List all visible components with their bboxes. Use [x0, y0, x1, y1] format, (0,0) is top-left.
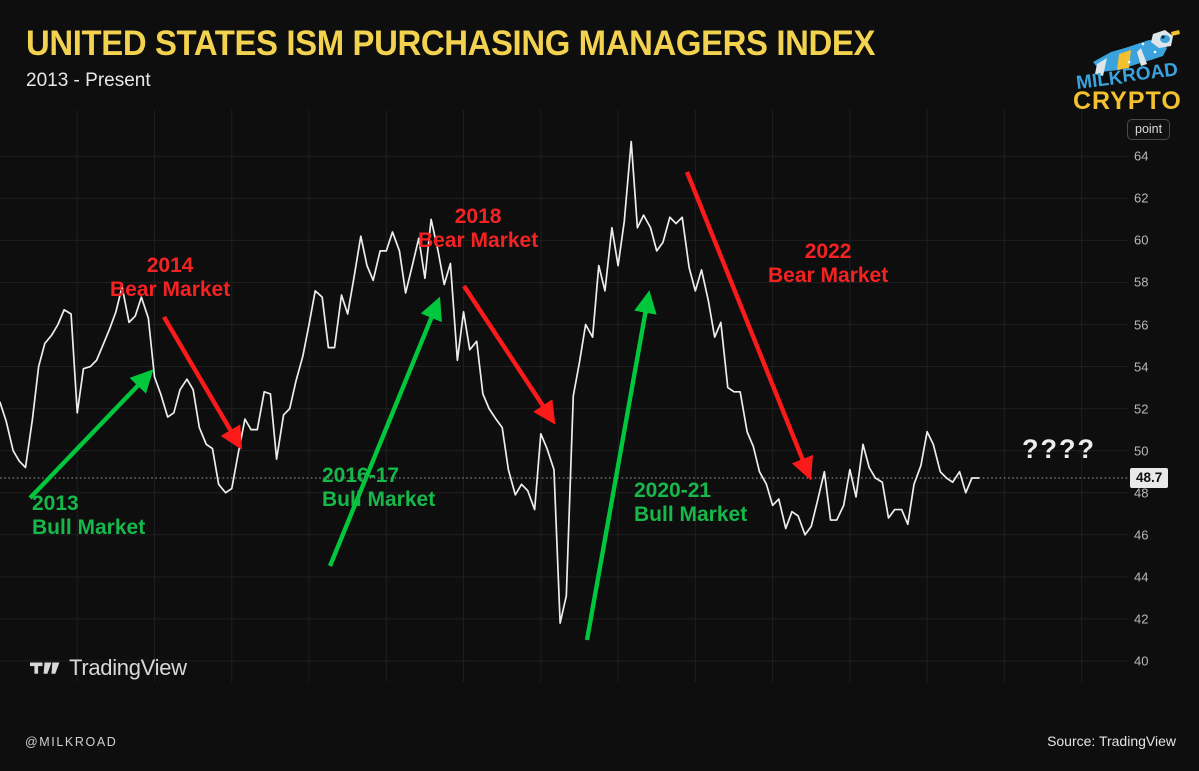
arrow-bull-2016-17	[327, 296, 442, 567]
milk-road-crypto-logo: MILK ROAD CRYPTO	[1063, 16, 1181, 115]
y-tick-50: 50	[1134, 443, 1149, 459]
unit-badge: point	[1127, 119, 1171, 140]
annotation-unknown-future: ????	[1022, 434, 1096, 464]
arrow-bear-2022	[684, 171, 814, 481]
y-tick-64: 64	[1134, 148, 1149, 164]
y-tick-44: 44	[1134, 569, 1149, 585]
annotation-bull-2020-21: 2020-21 Bull Market	[634, 479, 748, 526]
pmi-line-chart	[0, 110, 1128, 682]
annotation-bear-2018: 2018 Bear Market	[418, 205, 539, 252]
y-tick-48: 48	[1134, 485, 1149, 501]
tradingview-label: TradingView	[69, 655, 187, 680]
logo-text-crypto: CRYPTO	[1073, 87, 1181, 112]
chart-area: point 64 62 60 58 56 54 52 50 48 46 44 42 40 48.7 20…	[0, 110, 1199, 690]
page-subtitle: 2013 - Present	[26, 69, 151, 91]
arrow-bear-2014	[162, 315, 243, 450]
page-header: UNITED STATES ISM PURCHASING MANAGERS IN…	[26, 24, 929, 92]
annotation-bear-2022: 2022 Bear Market	[768, 240, 889, 287]
y-tick-62: 62	[1134, 190, 1149, 206]
y-tick-56: 56	[1134, 317, 1149, 332]
annotation-bull-2016-17: 2016-17 Bull Market	[322, 464, 436, 511]
y-tick-54: 54	[1134, 359, 1149, 375]
pmi-series-line	[0, 140, 980, 624]
footer-source: Source: TradingView	[1047, 733, 1176, 749]
page-title: UNITED STATES ISM PURCHASING MANAGERS IN…	[26, 24, 876, 63]
arrow-bull-2013	[28, 369, 154, 500]
tradingview-logo-icon	[30, 662, 60, 674]
annotation-bull-2013: 2013 Bull Market	[32, 492, 146, 539]
cow-logo-icon: MILK ROAD CRYPTO	[1073, 30, 1181, 115]
arrow-bull-2020-21	[584, 290, 657, 641]
tradingview-watermark: TradingView	[30, 655, 187, 681]
annotation-bear-2014: 2014 Bear Market	[110, 254, 231, 301]
y-tick-40: 40	[1134, 653, 1149, 669]
last-price-tag: 48.7	[1130, 468, 1169, 488]
y-tick-46: 46	[1134, 527, 1149, 543]
vertical-gridlines	[76, 110, 1083, 682]
y-tick-58: 58	[1134, 274, 1149, 290]
y-tick-60: 60	[1134, 232, 1149, 248]
footer-handle: @MILKROAD	[25, 735, 118, 749]
y-tick-42: 42	[1134, 611, 1149, 627]
arrow-bear-2018	[462, 284, 556, 425]
horizontal-gridlines	[0, 155, 1128, 662]
y-tick-52: 52	[1134, 401, 1149, 417]
